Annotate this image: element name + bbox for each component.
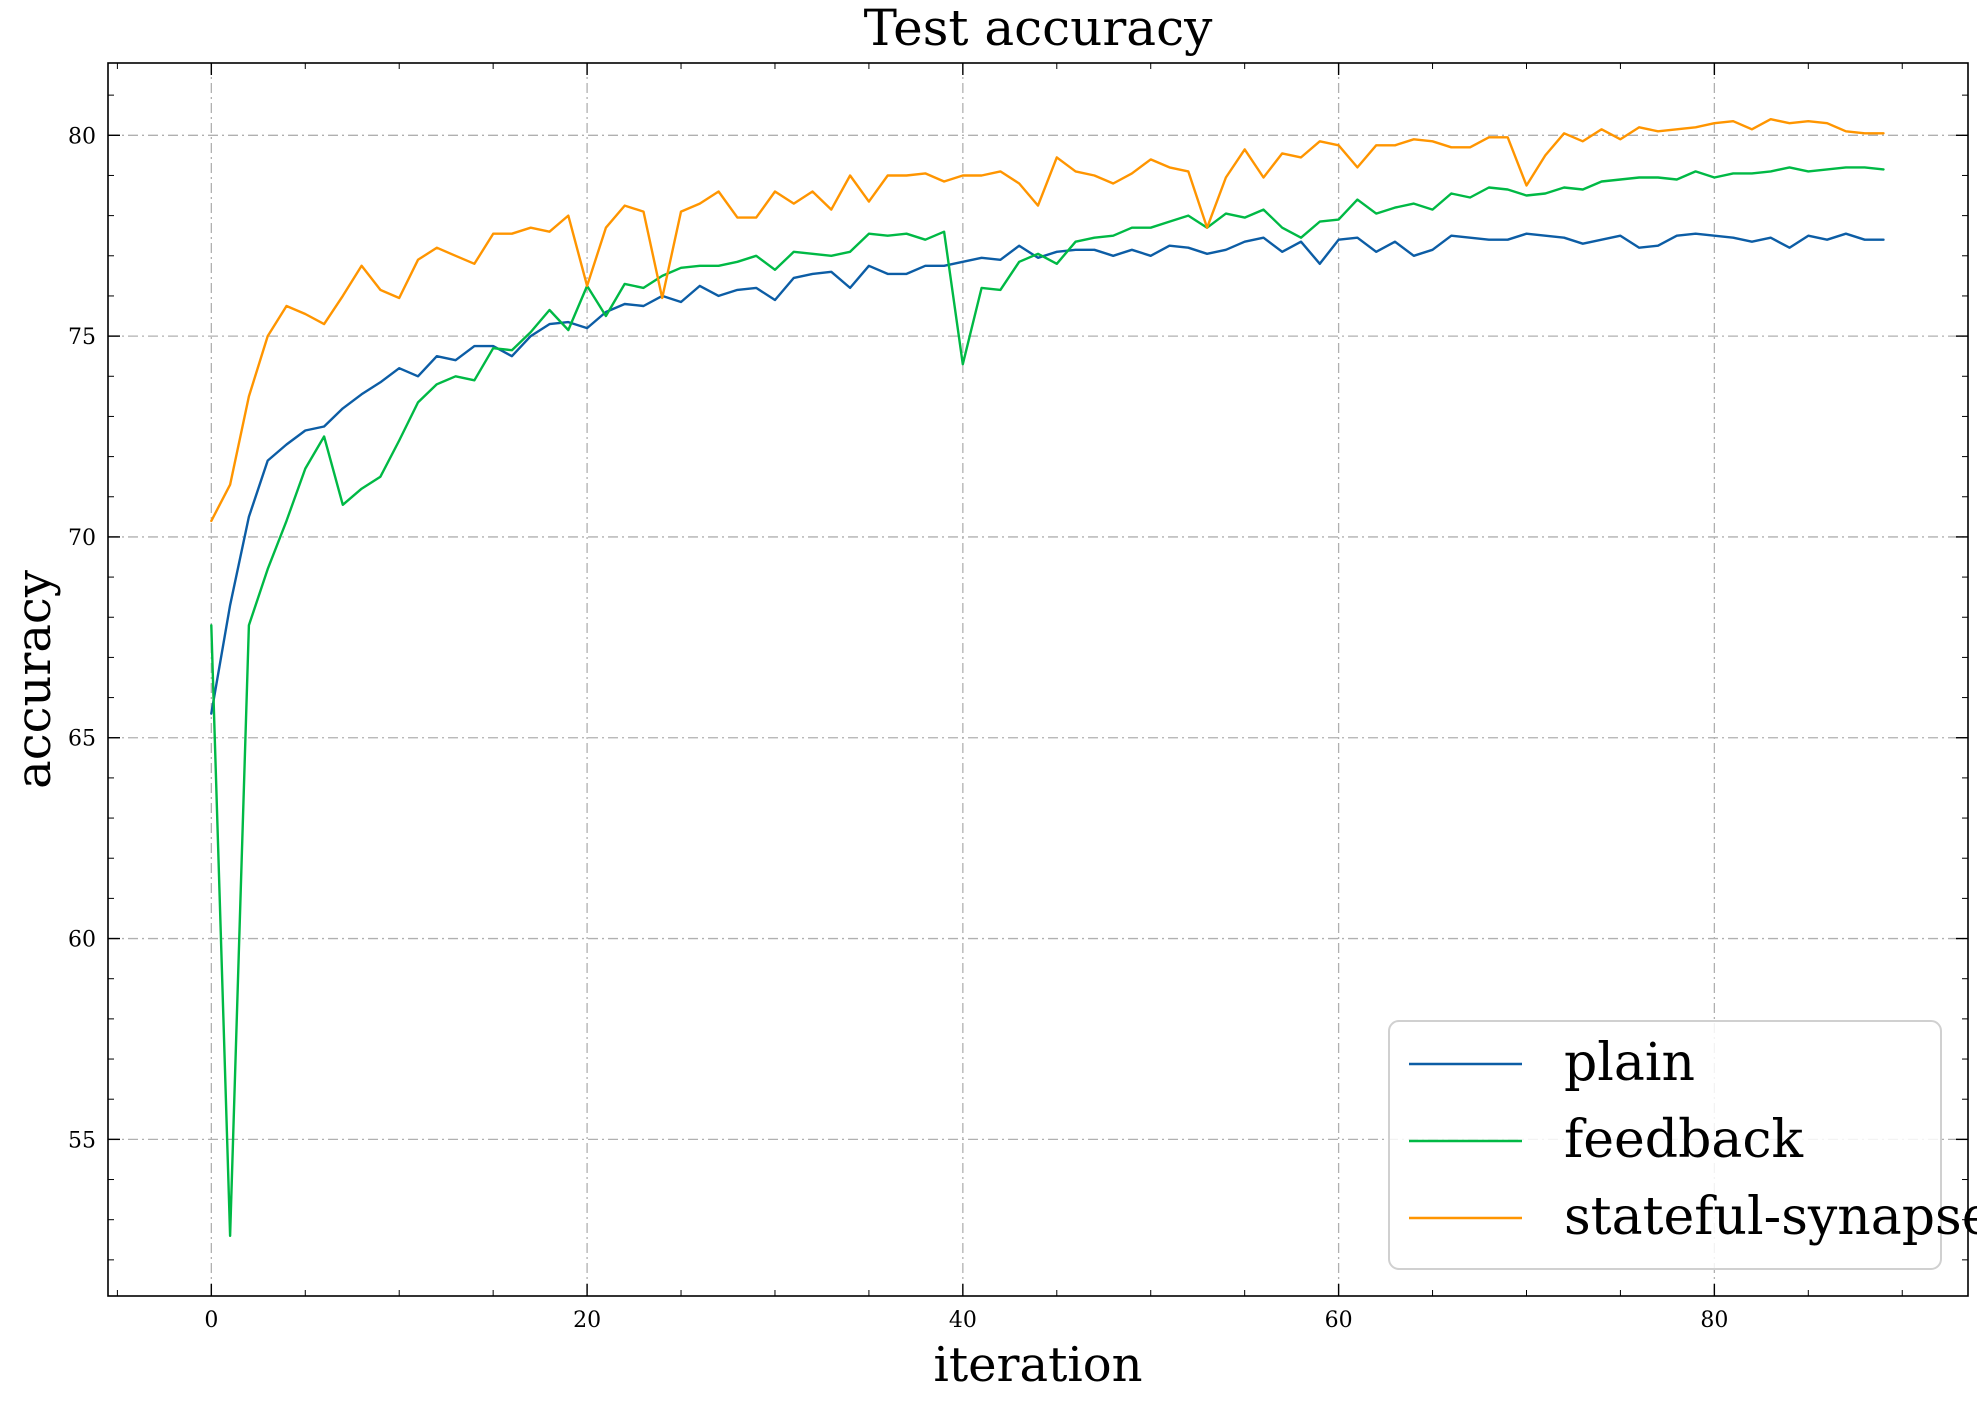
legend-label-feedback: feedback xyxy=(1564,1110,1803,1170)
tick-labels: 0 20 40 60 80 55 60 65 70 75 80 xyxy=(68,124,1728,1333)
series-line-stateful-synapse xyxy=(210,117,1885,523)
y-tick-label: 70 xyxy=(68,526,96,551)
x-axis-label: iteration xyxy=(933,1337,1142,1393)
x-tick-label: 80 xyxy=(1700,1308,1728,1333)
x-tick-label: 60 xyxy=(1325,1308,1353,1333)
series-line-plain xyxy=(210,232,1885,715)
legend: plain feedback stateful-synapse xyxy=(1388,1020,1977,1270)
y-axis-label: accuracy xyxy=(6,570,62,789)
y-tick-label: 60 xyxy=(68,928,96,953)
legend-items: plain feedback stateful-synapse xyxy=(1409,1033,1977,1247)
y-tick-label: 75 xyxy=(68,325,96,350)
y-tick-label: 55 xyxy=(68,1128,96,1153)
x-tick-label: 20 xyxy=(573,1308,601,1333)
legend-label-plain: plain xyxy=(1564,1033,1695,1093)
legend-box xyxy=(1388,1020,1942,1270)
axis-ticks xyxy=(108,63,1968,1296)
chart-title: Test accuracy xyxy=(864,0,1213,57)
x-tick-label: 0 xyxy=(204,1308,218,1333)
y-tick-label: 80 xyxy=(68,124,96,149)
series-line-feedback xyxy=(210,166,1885,1238)
plot-frame xyxy=(107,62,1969,1297)
y-tick-label: 65 xyxy=(68,727,96,752)
x-tick-label: 40 xyxy=(949,1308,977,1333)
series-lines xyxy=(210,117,1885,1238)
legend-label-stateful-synapse: stateful-synapse xyxy=(1564,1187,1977,1247)
